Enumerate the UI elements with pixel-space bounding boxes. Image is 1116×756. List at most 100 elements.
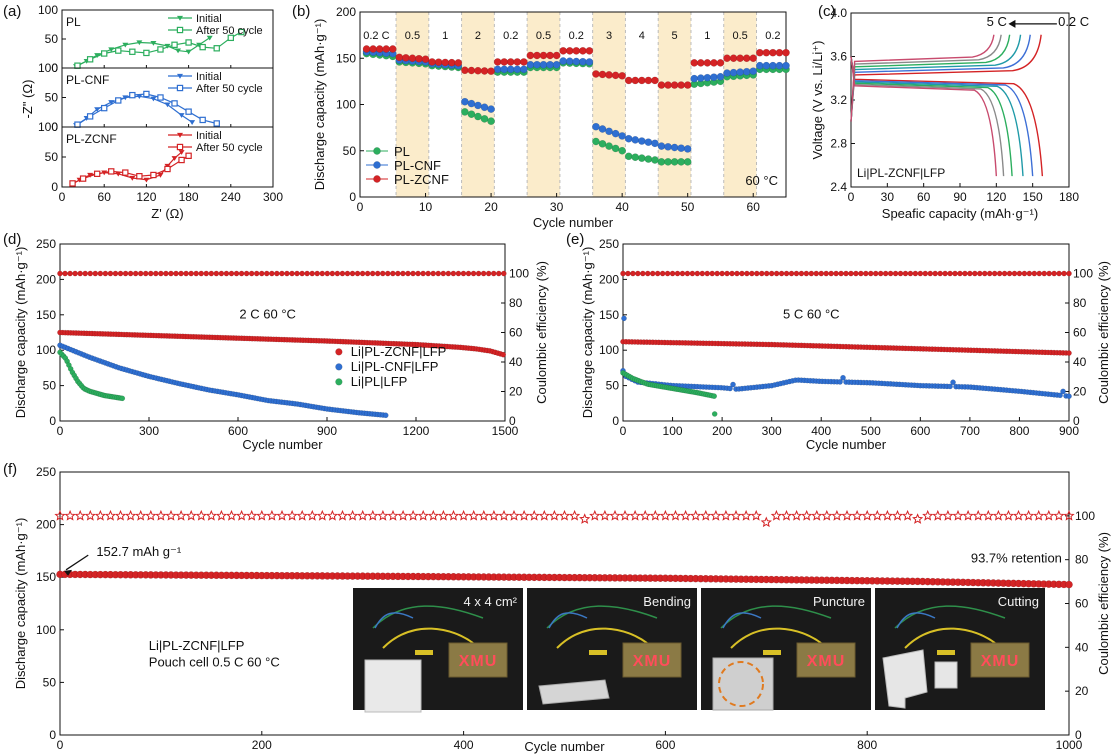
legend-label: PL-ZCNF xyxy=(394,172,449,187)
capacity-point xyxy=(618,72,626,80)
square-point xyxy=(185,39,192,46)
ce-star-point xyxy=(942,509,954,521)
y-tick-label: 3.6 xyxy=(830,50,847,64)
capacity-point xyxy=(762,61,771,70)
capacity-point xyxy=(723,69,731,77)
capacity-point xyxy=(552,60,561,69)
capacity-point xyxy=(782,48,790,57)
x-tick-label: 60 xyxy=(98,190,112,204)
wire xyxy=(382,627,474,649)
capacity-point xyxy=(697,74,705,82)
panel-letter-f: (f) xyxy=(3,461,17,478)
ce-star-point xyxy=(700,509,712,521)
ce-point xyxy=(709,270,716,277)
capacity-point xyxy=(447,58,456,67)
capacity-point xyxy=(703,73,712,82)
panel-letter-a: (a) xyxy=(3,3,21,20)
x-tick-label: 100 xyxy=(663,424,683,438)
capacity-point xyxy=(782,61,790,70)
subplot-label: PL-ZCNF xyxy=(66,132,117,146)
capacity-point xyxy=(500,351,507,358)
initial-capacity-label: 152.7 mAh g⁻¹ xyxy=(96,544,182,559)
ce-point xyxy=(329,270,336,277)
ce-point xyxy=(495,270,502,277)
ce-star-point xyxy=(64,509,76,521)
square-point xyxy=(93,170,101,177)
ce-point xyxy=(867,270,874,277)
capacity-point xyxy=(657,158,666,166)
ce-star-point xyxy=(246,509,258,521)
ce-point xyxy=(1001,270,1008,277)
ce-point xyxy=(729,270,735,277)
rate-arrow-end: 5 C xyxy=(987,14,1007,29)
capacity-point xyxy=(775,48,784,57)
ce-point xyxy=(843,270,849,277)
rate-shade xyxy=(527,12,560,197)
ce-point xyxy=(385,270,391,277)
ce-point xyxy=(77,270,83,277)
capacity-point xyxy=(539,51,548,60)
ce-point xyxy=(996,270,1003,277)
rate-label: 0.2 xyxy=(569,30,584,42)
rate-label: 2 xyxy=(475,30,481,42)
ce-star-point xyxy=(841,509,853,521)
ce-star-point xyxy=(760,516,772,528)
square-point xyxy=(171,100,178,107)
triangle-point xyxy=(178,150,185,155)
ce-point xyxy=(475,270,482,277)
y2-tick-label: 80 xyxy=(1075,553,1089,567)
x-tick-label: 900 xyxy=(317,424,337,438)
x-tick-label: 60 xyxy=(917,190,931,204)
ce-star-point xyxy=(508,509,520,521)
capacity-point xyxy=(546,51,554,60)
x-axis-label: Cycle number xyxy=(806,437,887,452)
capacity-point xyxy=(644,138,653,146)
ce-point xyxy=(630,270,636,277)
ce-point xyxy=(223,270,230,277)
x-tick-label: 900 xyxy=(1059,424,1079,438)
capacity-point xyxy=(362,45,371,53)
capacity-point xyxy=(565,57,574,66)
ce-point xyxy=(1036,270,1043,277)
y-tick-label: 100 xyxy=(36,623,56,637)
clip xyxy=(415,650,433,655)
ce-point xyxy=(97,270,104,277)
ce-star-point xyxy=(589,509,601,521)
discharge-curve xyxy=(850,56,1024,177)
charge-curve xyxy=(850,34,1042,122)
ce-star-point xyxy=(982,509,994,521)
ce-point xyxy=(719,270,725,277)
ce-point xyxy=(284,270,290,277)
capacity-point xyxy=(769,48,777,57)
capacity-point xyxy=(461,66,469,75)
ce-point xyxy=(838,270,844,277)
ce-star-point xyxy=(871,509,883,521)
ce-point xyxy=(153,270,159,277)
capacity-point xyxy=(546,60,554,69)
rate-label: 1 xyxy=(704,30,710,42)
y2-tick-label: 40 xyxy=(509,355,523,369)
y-axis-label: Discharge capacity (mAh·g⁻¹) xyxy=(312,19,327,191)
capacity-point xyxy=(493,65,502,74)
y-tick-label: 50 xyxy=(45,32,59,46)
capacity-point xyxy=(690,59,699,67)
photo-inset: XMU 4 x 4 cm² xyxy=(353,588,523,713)
x-tick-label: 20 xyxy=(484,200,498,214)
y2-tick-label: 0 xyxy=(1075,728,1082,742)
discharge-curve xyxy=(850,56,998,177)
triangle-point xyxy=(164,43,171,49)
y2-tick-label: 40 xyxy=(1073,355,1087,369)
cut-pouch-piece xyxy=(934,661,958,689)
x-tick-label: 700 xyxy=(960,424,980,438)
rate-label: 3 xyxy=(606,30,612,42)
rate-label: 0.2 xyxy=(765,30,780,42)
y2-tick-label: 60 xyxy=(1075,597,1089,611)
impedance-curve xyxy=(72,155,189,184)
charge-curve xyxy=(850,34,995,122)
ce-star-point xyxy=(568,509,581,521)
ce-star-point xyxy=(114,509,127,521)
capacity-point xyxy=(683,145,692,153)
led-board xyxy=(448,642,508,678)
ce-point xyxy=(952,270,958,277)
capacity-point xyxy=(664,81,672,89)
